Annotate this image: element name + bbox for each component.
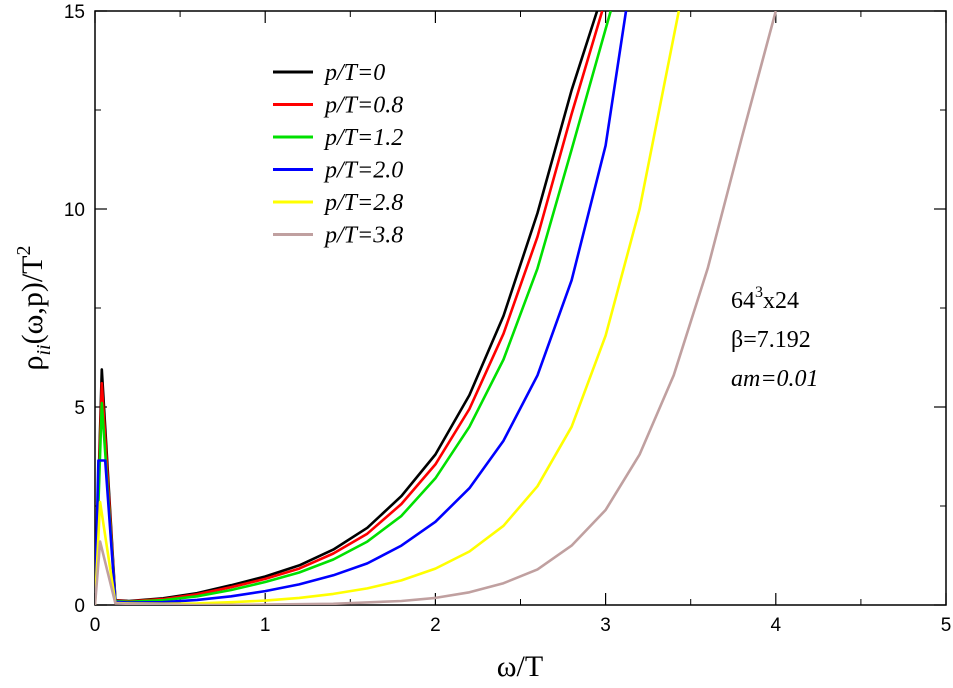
annotation-lattice-base: 64 <box>731 288 755 314</box>
y-tick-label: 5 <box>74 398 85 419</box>
legend: p/T=0 p/T=0.8 p/T=1.2 p/T=2.0 p/T=2.8 p/T=3.8 <box>273 60 403 249</box>
x-tick-label: 3 <box>600 615 611 636</box>
x-axis-title: ω/T <box>497 650 543 683</box>
plot-frame <box>94 10 947 606</box>
x-tick-label: 1 <box>260 615 271 636</box>
legend-label: p/T=2.8 <box>323 190 403 216</box>
legend-label: p/T=1.2 <box>323 125 403 151</box>
x-tick-label: 0 <box>90 615 101 636</box>
legend-label: p/T=2.0 <box>323 158 403 184</box>
annotation-lattice-tail: x24 <box>763 288 799 314</box>
legend-label: p/T=0.8 <box>323 93 403 119</box>
y-axis-title-sup: 2 <box>13 246 35 256</box>
y-axis-title-tail: (ω,p)/T <box>16 256 49 345</box>
y-axis-title-main: ρ <box>16 356 49 371</box>
annotation-lattice: 643x24 <box>731 284 799 314</box>
y-axis-title-sub: ii <box>33 344 55 355</box>
x-tick-label: 2 <box>430 615 441 636</box>
legend-label: p/T=3.8 <box>323 223 403 249</box>
series-line <box>95 11 778 605</box>
x-tick-label: 5 <box>941 615 952 636</box>
annotation-lattice-exp: 3 <box>755 284 763 301</box>
y-tick-label: 10 <box>64 200 85 221</box>
series-lines <box>95 11 778 605</box>
y-axis-title: ρii(ω,p)/T2 <box>13 246 55 371</box>
x-tick-label: 4 <box>771 615 782 636</box>
y-tick-label: 0 <box>74 596 85 617</box>
legend-label: p/T=0 <box>323 60 385 86</box>
annotation-mass: am=0.01 <box>731 366 819 392</box>
y-tick-label: 15 <box>64 2 85 23</box>
annotation-beta: β=7.192 <box>731 327 811 353</box>
